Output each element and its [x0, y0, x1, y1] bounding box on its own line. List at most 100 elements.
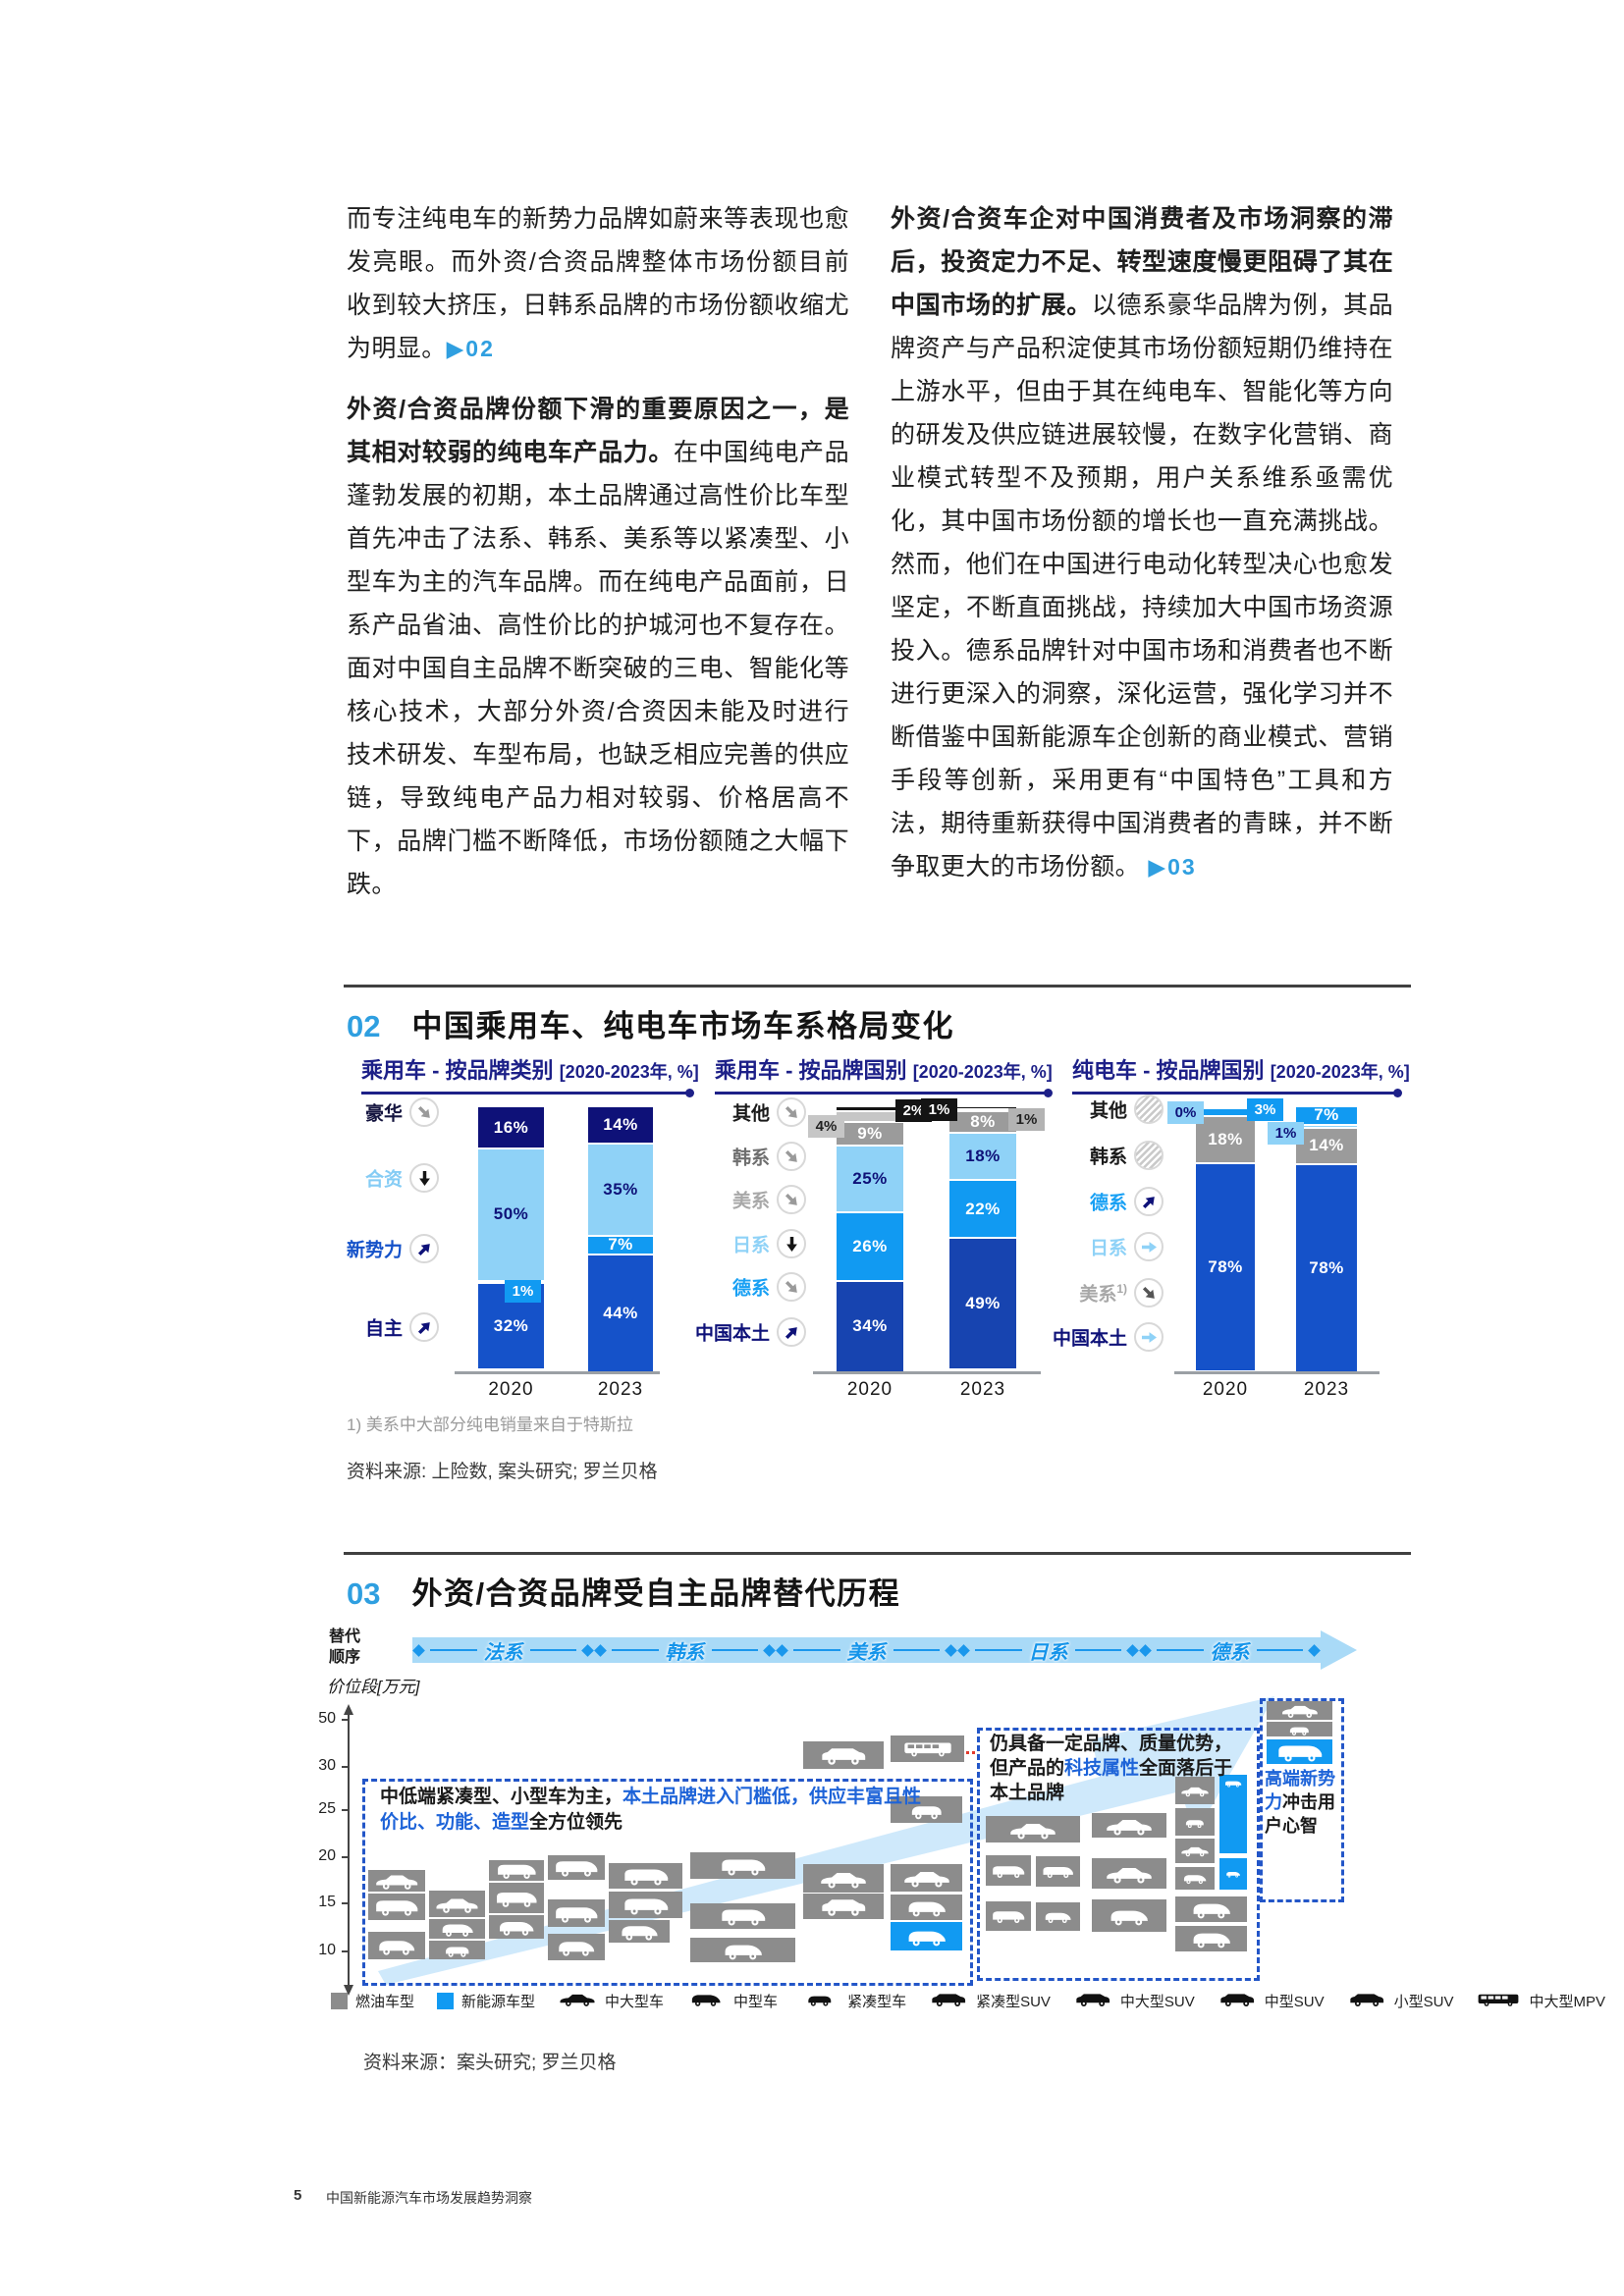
diagram-legend-label: 中大型SUV	[1119, 1994, 1195, 2010]
bar-plot: 18% 78% 0% 3% 2020 7% 14% 78% 1% 2023	[1167, 1097, 1380, 1400]
fuel-model-box-mpv	[690, 1903, 795, 1929]
axis-arrow-down-icon	[344, 1985, 353, 1996]
diagram-legend: 燃油车型 新能源车型 中大型车 中型车 紧凑型车 紧凑型SUV 中大型SUV 中型SUV 小型S…	[331, 1991, 1624, 2011]
nev-model-box-mpv	[1267, 1739, 1332, 1764]
section02-header: 02 中国乘用车、纯电车市场车系格局变化	[347, 1001, 954, 1045]
hatched-circle-icon	[1134, 1141, 1164, 1170]
section02-rule	[344, 985, 1411, 988]
paragraph: 外资/合资车企对中国消费者及市场洞察的滞后，投资定力不足、转型速度慢更阻碍了其在…	[891, 197, 1393, 888]
diagram-legend-label: 小型SUV	[1393, 1994, 1454, 2010]
stacked-bar-2020: 9% 25% 26% 34%	[837, 1107, 903, 1371]
axis-tick-mark	[342, 1856, 350, 1858]
axis-tick-label: 20	[318, 1847, 336, 1864]
diagram-legend-item: 中大型SUV	[1073, 1991, 1195, 2011]
segment-callout-label: 4%	[808, 1115, 844, 1139]
stage-line	[1074, 1649, 1121, 1651]
cross-reference-marker[interactable]: ▶03	[1140, 854, 1197, 880]
legend-label-其他: 其他	[731, 1103, 770, 1125]
axis-tick-mark	[342, 1719, 350, 1721]
axis-tick-mark	[342, 1950, 350, 1952]
text-run: 外资/合资车企对中国消费者及市场洞察的滞后，投资定力不足、转型速度慢更阻碍了其在…	[891, 205, 1393, 319]
trend-arrow-right-icon	[1134, 1232, 1164, 1261]
axis-tick-label: 25	[318, 1800, 336, 1817]
bar-segment-豪华: 14%	[588, 1107, 653, 1145]
diagram-note-3: 高端新势力冲击用户心智	[1265, 1767, 1335, 1838]
diagram-legend-item: 中型车	[686, 1991, 778, 2011]
replacement-order-axis-label: 替代顺序	[329, 1629, 361, 1666]
fuel-model-box-mpv	[986, 1901, 1031, 1931]
fuel-model-box-sedan	[1267, 1701, 1332, 1720]
x-axis-category-label: 2023	[1303, 1379, 1350, 1400]
x-axis-category-label: 2023	[959, 1379, 1006, 1400]
note-run: 全面落后于本土品牌	[990, 1758, 1233, 1803]
text-run: 在中国纯电产品蓬勃发展的初期，本土品牌通过高性价比车型首先冲击了法系、韩系、美系…	[347, 439, 849, 898]
segment-value-label: 44%	[603, 1303, 638, 1322]
x-axis-category-label: 2020	[1202, 1379, 1249, 1400]
bar-segment-日系: 18%	[949, 1133, 1016, 1182]
legend-label-日系: 日系	[1089, 1238, 1127, 1259]
bar-segment-日系	[1296, 1125, 1357, 1129]
fuel-model-box-citycar	[1175, 1808, 1215, 1836]
segment-value-label: 25%	[852, 1168, 888, 1188]
x-axis-category-label: 2023	[597, 1379, 644, 1400]
segment-callout-label: 3%	[1247, 1098, 1283, 1121]
trend-arrow-up-right-icon	[409, 1312, 439, 1342]
legend-swatch-icon	[331, 1993, 348, 2009]
legend-label-合资: 合资	[364, 1169, 403, 1191]
section03-rule	[344, 1552, 1411, 1555]
segment-value-label: 78%	[1208, 1257, 1243, 1277]
chart-title-suffix: [2020-2023年, %]	[559, 1062, 699, 1082]
fuel-model-box-mpv	[548, 1899, 605, 1927]
bar-segment-新势力: 7%	[588, 1235, 653, 1255]
legend-label-自主: 自主	[364, 1318, 403, 1340]
fuel-model-box-sedan	[368, 1870, 425, 1892]
fuel-model-box-mpv	[368, 1894, 425, 1920]
legend-label-中国本土: 中国本土	[694, 1323, 770, 1345]
segment-value-label: 16%	[493, 1117, 529, 1137]
diagram-note-1: 中低端紧凑型、小型车为主，本土品牌进入门槛低，供应丰富且性价比、功能、造型全方位…	[380, 1785, 930, 1836]
trend-arrow-down-right-icon	[777, 1272, 806, 1302]
fuel-model-box-hatch	[548, 1934, 605, 1960]
fuel-model-box-suv	[803, 1894, 884, 1919]
legend-label-新势力: 新势力	[346, 1240, 403, 1261]
diagram-legend-label: 中大型MPV	[1529, 1994, 1605, 2010]
chart-title-underline	[361, 1089, 694, 1097]
bar-segment-美系: 8%	[949, 1112, 1016, 1134]
bar-segment-其他	[837, 1107, 903, 1113]
fuel-model-box-mpv	[690, 1852, 795, 1879]
fuel-model-box-hatch	[429, 1919, 485, 1939]
bar-segment-德系: 22%	[949, 1181, 1016, 1240]
chart02-footnote: 1) 美系中大部分纯电销量来自于特斯拉	[347, 1415, 633, 1434]
bar-segment-中国本土: 34%	[837, 1281, 903, 1371]
bar-segment-合资: 50%	[478, 1149, 544, 1282]
segment-callout-label: 1%	[1268, 1121, 1304, 1145]
nev-model-box-hatch	[1219, 1858, 1247, 1890]
cross-reference-marker[interactable]: ▶02	[446, 336, 495, 361]
fuel-model-box-sedan	[891, 1864, 962, 1892]
diagram-legend-label: 中型SUV	[1264, 1994, 1325, 2010]
legend-bus-icon	[1476, 1992, 1521, 2011]
trend-arrow-down-right-icon	[777, 1142, 806, 1171]
bar-segment-德系	[1196, 1109, 1255, 1118]
fuel-model-box-bus	[891, 1735, 964, 1762]
legend-label-其他: 其他	[1089, 1100, 1127, 1122]
stacked-bar-2020: 18% 78%	[1196, 1107, 1255, 1371]
section03-number: 03	[347, 1576, 381, 1611]
legend-label-日系: 日系	[731, 1235, 770, 1256]
trend-arrow-down-right-icon	[1134, 1278, 1164, 1308]
legend-label-德系: 德系	[1089, 1193, 1127, 1214]
segment-callout-label: 1%	[1008, 1107, 1045, 1131]
segment-value-label: 14%	[1309, 1136, 1344, 1155]
segment-value-label: 9%	[857, 1124, 883, 1144]
chart-title: 乘用车 - 按品牌国别 [2020-2023年, %]	[715, 1053, 1053, 1085]
segment-value-label: 14%	[603, 1114, 638, 1134]
axis-arrow-up-icon	[344, 1704, 353, 1715]
bar-segment-德系: 7%	[1296, 1105, 1357, 1126]
chart-title-suffix: [2020-2023年, %]	[912, 1062, 1053, 1082]
stage-label: 德系	[1210, 1641, 1250, 1664]
legend-label-中国本土: 中国本土	[1052, 1328, 1127, 1350]
legend-suv-icon	[929, 1991, 968, 2011]
legend-hatch-icon	[686, 1991, 726, 2011]
underline-dot-icon	[1044, 1089, 1053, 1097]
